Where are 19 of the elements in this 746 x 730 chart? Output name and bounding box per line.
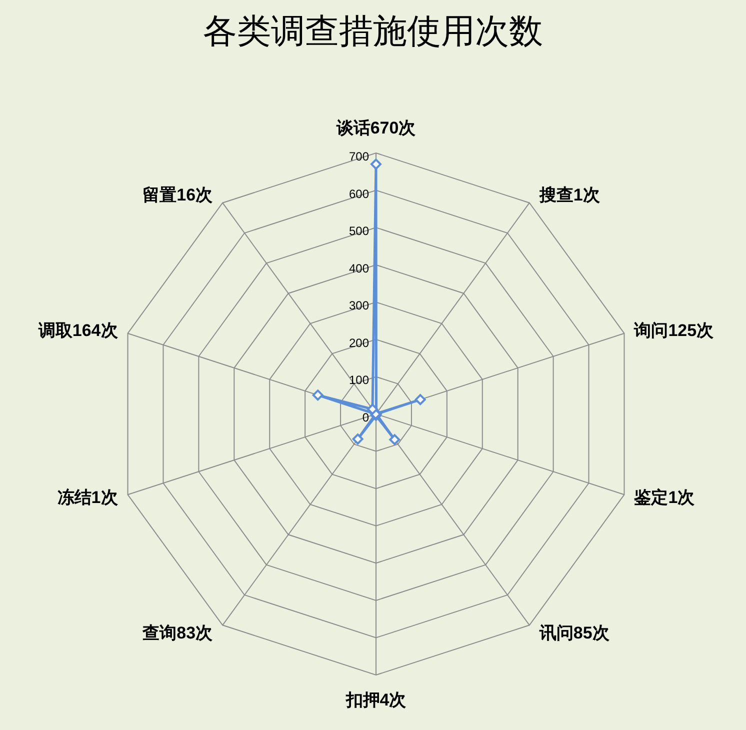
category-label: 留置16次 (142, 185, 213, 204)
category-label: 谈话670次 (336, 118, 416, 138)
title: 各类调查措施使用次数 (203, 14, 543, 50)
category-label: 查询83次 (142, 624, 213, 643)
category-label: 扣押4次 (346, 690, 406, 710)
tick-label: 200 (348, 336, 369, 350)
tick-label: 500 (348, 224, 369, 238)
tick-label: 300 (348, 298, 369, 313)
tick-label: 700 (348, 150, 369, 164)
category-label: 询问125次 (634, 320, 714, 340)
tick-label: 400 (348, 261, 369, 276)
tick-label: 0 (362, 410, 369, 424)
category-label: 搜查1次 (539, 185, 600, 204)
category-label: 冻结1次 (57, 488, 118, 508)
category-label: 调取164次 (38, 320, 118, 340)
category-label: 鉴定1次 (634, 488, 695, 508)
tick-label: 100 (348, 373, 369, 388)
tick-label: 600 (348, 186, 369, 201)
category-label: 讯问85次 (539, 624, 610, 643)
